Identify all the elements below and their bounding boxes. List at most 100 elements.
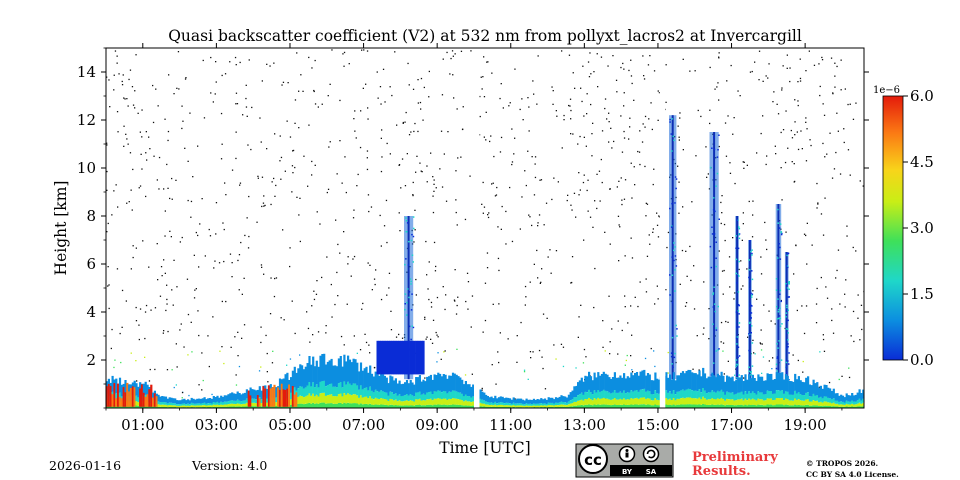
cloud-speckle (787, 343, 789, 345)
surface-layer-cell (266, 388, 269, 399)
surface-layer-cell (503, 405, 506, 407)
noise-speckle (356, 352, 358, 354)
noise-speckle (113, 190, 115, 192)
surface-layer-cell (783, 405, 786, 408)
noise-speckle (377, 97, 379, 99)
surface-layer-cell (520, 403, 523, 406)
noise-speckle (848, 367, 850, 369)
noise-speckle (537, 222, 539, 224)
noise-speckle (589, 216, 592, 218)
noise-speckle (623, 68, 625, 70)
noise-speckle (784, 161, 787, 164)
surface-layer-cell (586, 392, 589, 400)
noise-speckle (561, 50, 563, 52)
noise-speckle (697, 109, 699, 112)
noise-speckle (433, 183, 435, 185)
noise-speckle (751, 236, 754, 238)
noise-speckle (624, 364, 626, 366)
noise-speckle (562, 365, 565, 368)
surface-layer-cell (593, 404, 596, 408)
surface-layer-cell (326, 395, 329, 404)
surface-layer-cell (451, 390, 455, 399)
surface-layer-cell (856, 392, 859, 401)
surface-layer-cell (343, 402, 346, 408)
surface-layer-cell (705, 399, 708, 405)
surface-layer-cell (621, 405, 624, 408)
noise-speckle (231, 169, 234, 171)
noise-speckle (677, 165, 679, 167)
noise-speckle (176, 366, 178, 368)
surface-layer-cell (361, 404, 364, 408)
surface-layer-cell (724, 400, 727, 406)
noise-speckle (432, 319, 435, 321)
cloud-speckle (750, 325, 753, 327)
surface-layer-cell (591, 400, 594, 406)
surface-layer-cell (347, 402, 350, 408)
surface-layer-cell (448, 404, 451, 408)
surface-layer-cell (577, 405, 580, 408)
missing-data-gap (659, 48, 666, 408)
surface-layer-cell (523, 404, 526, 406)
noise-speckle (262, 202, 265, 204)
surface-layer-cell (161, 396, 164, 402)
surface-layer-cell (232, 406, 236, 408)
surface-layer-cell (744, 374, 747, 392)
cloud-speckle (716, 172, 719, 175)
noise-speckle (531, 156, 533, 158)
noise-speckle (631, 82, 633, 85)
noise-speckle (760, 343, 762, 345)
cloud-speckle (735, 247, 737, 249)
cloud-speckle (788, 296, 790, 298)
surface-layer-cell (564, 402, 567, 405)
noise-speckle (167, 330, 169, 333)
noise-speckle (580, 87, 582, 89)
noise-speckle (600, 158, 602, 161)
noise-speckle (149, 368, 151, 371)
noise-speckle (718, 145, 720, 148)
surface-layer-cell (755, 400, 758, 406)
noise-speckle (123, 145, 125, 147)
surface-layer-cell (433, 398, 436, 405)
surface-layer-cell (639, 397, 642, 405)
surface-layer-cell (532, 403, 535, 406)
noise-speckle (311, 174, 313, 176)
noise-speckle (131, 86, 134, 88)
surface-layer-cell (801, 394, 804, 401)
noise-speckle (480, 76, 482, 78)
surface-layer-cell (611, 404, 615, 408)
surface-layer-cell (772, 393, 775, 401)
surface-layer-cell (575, 405, 578, 408)
noise-speckle (624, 255, 626, 257)
noise-speckle (456, 304, 458, 307)
noise-speckle (537, 55, 539, 57)
noise-speckle (587, 61, 590, 63)
surface-layer-cell (398, 405, 401, 408)
surface-layer-cell (599, 404, 602, 408)
cloud-speckle (776, 343, 778, 345)
noise-speckle (709, 122, 711, 125)
surface-layer-cell (843, 402, 846, 405)
cloud-speckle (779, 317, 782, 320)
noise-speckle (847, 149, 850, 151)
cc-sa-text: SA (646, 468, 657, 476)
cloud-speckle (405, 231, 407, 233)
surface-layer-cell (713, 392, 716, 400)
noise-speckle (667, 351, 669, 354)
noise-speckle (398, 164, 401, 166)
noise-speckle (829, 132, 831, 134)
surface-layer-cell (578, 380, 581, 395)
noise-speckle (511, 161, 514, 163)
surface-layer-cell (582, 381, 585, 395)
noise-speckle (630, 237, 632, 239)
noise-speckle (455, 170, 457, 172)
noise-speckle (766, 155, 768, 157)
noise-speckle (238, 289, 240, 291)
surface-layer-cell (514, 405, 517, 408)
surface-layer-cell (221, 402, 225, 405)
surface-layer-cell (244, 400, 247, 404)
cloud-speckle (777, 347, 779, 349)
noise-speckle (852, 310, 855, 313)
noise-speckle (134, 90, 136, 92)
footer-version: Version: 4.0 (191, 458, 267, 473)
noise-speckle (289, 265, 291, 268)
